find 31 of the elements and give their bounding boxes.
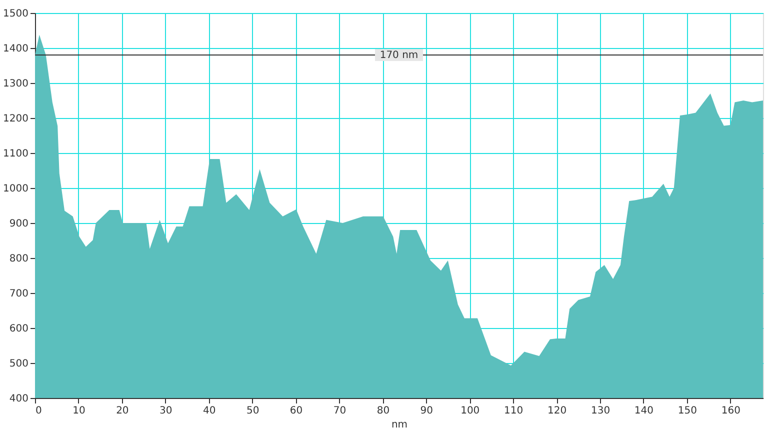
- x-tick-label: 10: [72, 406, 86, 416]
- x-tick-label: 110: [504, 406, 524, 416]
- x-tick-label: 130: [590, 406, 610, 416]
- y-tick-label: 1500: [3, 8, 28, 20]
- ref-line-label: 170 nm: [380, 50, 418, 61]
- x-tick-label: 60: [290, 406, 303, 416]
- x-tick-label: 20: [116, 406, 129, 416]
- y-tick-label: 900: [9, 218, 28, 230]
- x-tick-label: 150: [678, 406, 697, 416]
- y-tick-label: 1200: [3, 114, 28, 124]
- y-tick-label: 1000: [3, 184, 28, 194]
- x-tick-label: 160: [721, 406, 740, 416]
- x-tick-label: 30: [160, 406, 172, 416]
- x-tick-label: 40: [202, 406, 216, 416]
- x-tick-label: 70: [333, 406, 346, 416]
- x-tick-label: 140: [634, 406, 654, 416]
- x-tick-label: 80: [376, 406, 390, 416]
- y-tick-label: 600: [9, 324, 28, 334]
- x-tick-label: 100: [460, 406, 480, 416]
- x-axis-title: nm: [391, 420, 408, 430]
- x-tick-label: 0: [36, 406, 42, 416]
- y-tick-label: 400: [9, 394, 28, 404]
- y-tick-label: 1300: [3, 78, 28, 90]
- y-tick-label: 1100: [3, 148, 28, 160]
- x-tick-label: 120: [548, 406, 567, 416]
- y-tick-label: 800: [9, 254, 28, 264]
- y-tick-label: 700: [9, 288, 28, 300]
- y-tick-label: 1400: [3, 44, 28, 54]
- y-tick-label: 500: [9, 358, 28, 370]
- x-tick-label: 90: [420, 406, 434, 416]
- x-tick-label: 50: [246, 406, 260, 416]
